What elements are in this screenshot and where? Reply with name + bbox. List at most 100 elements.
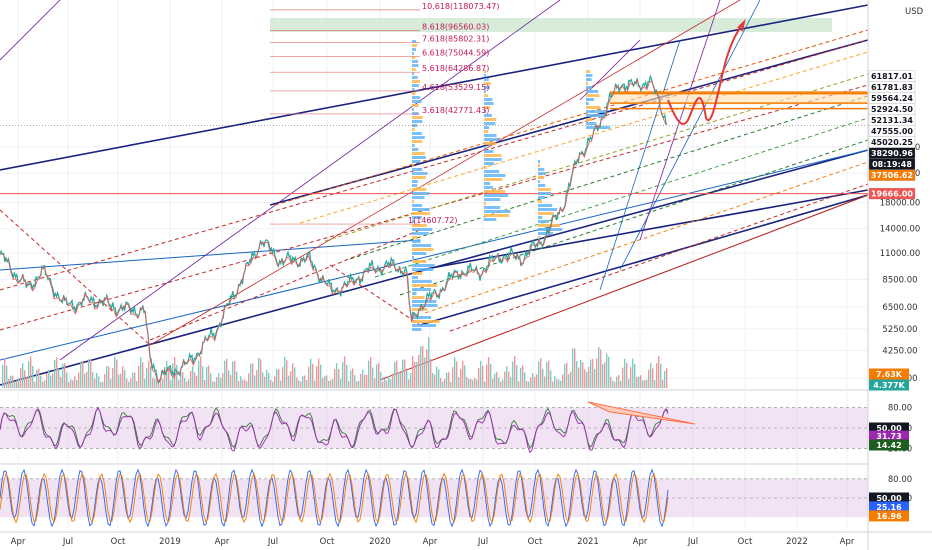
volume-bar <box>110 378 112 388</box>
price-tag-label: 08:19:48 <box>872 160 912 169</box>
volume-bar <box>484 381 486 388</box>
volume-bar <box>182 372 184 388</box>
volume-bar <box>658 356 660 388</box>
price-tag-label: 61781.83 <box>871 83 913 92</box>
volume-bar <box>146 367 148 388</box>
volume-bar <box>516 365 518 388</box>
volume-profile-bar <box>412 92 416 95</box>
volume-profile-bar <box>484 74 486 77</box>
volume-bar <box>88 359 90 388</box>
volume-profile-bar <box>412 288 432 291</box>
volume-bar <box>292 363 294 388</box>
volume-bar <box>546 362 548 388</box>
volume-bar <box>578 367 580 388</box>
volume-bar <box>550 370 552 388</box>
volume-bar <box>70 379 72 388</box>
volume-bar <box>600 349 602 388</box>
volume-bar <box>368 360 370 388</box>
volume-profile-bar <box>412 96 421 99</box>
volume-bar <box>608 356 610 388</box>
volume-profile-bar <box>484 150 494 153</box>
volume-bar <box>64 363 66 388</box>
volume-bar <box>108 366 110 388</box>
volume-bar <box>332 378 334 388</box>
volume-bar <box>34 381 36 388</box>
volume-bar <box>84 373 86 388</box>
volume-profile-bar <box>412 132 422 135</box>
volume-profile-bar <box>484 174 506 177</box>
price-tag <box>868 169 916 181</box>
volume-profile-bar <box>484 162 495 165</box>
volume-profile-bar <box>538 172 547 175</box>
fib-label: 3.618(42771.43) <box>422 106 489 115</box>
volume-bar <box>298 380 300 388</box>
volume-bar <box>486 364 488 388</box>
volume-bar <box>168 366 170 388</box>
volume-bar <box>400 373 402 388</box>
volume-profile-bar <box>484 166 487 169</box>
volume-bar <box>334 368 336 388</box>
volume-bar <box>264 376 266 388</box>
trend-line <box>149 0 741 346</box>
volume-bar <box>214 381 216 388</box>
volume-profile-bar <box>586 118 593 121</box>
volume-bar <box>528 381 530 388</box>
volume-profile-bar <box>412 204 422 207</box>
volume-bar <box>126 378 128 388</box>
trend-line <box>0 239 421 271</box>
volume-bar <box>150 366 152 388</box>
volume-bar <box>86 371 88 388</box>
volume-profile-bar <box>484 158 502 161</box>
volume-profile-bar <box>412 252 427 255</box>
volume-profile-bar <box>538 236 540 239</box>
volume-bar <box>236 371 238 388</box>
trend-line <box>599 39 681 291</box>
volume-bar <box>30 356 32 388</box>
volume-bar <box>200 356 202 388</box>
time-tick-label: Jul <box>687 537 698 547</box>
volume-bar <box>202 366 204 388</box>
fib-label: 6.618(75044.59) <box>422 48 489 57</box>
rsi-pane <box>0 401 868 454</box>
fan-line <box>274 29 869 206</box>
volume-bar <box>412 356 414 388</box>
volume-bar <box>20 368 22 388</box>
volume-tag-label: 7.63K <box>876 370 903 379</box>
time-tick-label: 2020 <box>369 537 391 547</box>
volume-profile-bar <box>412 100 422 103</box>
volume-bar <box>358 380 360 388</box>
volume-bar <box>284 356 286 388</box>
price-tick-label: 6500.00 <box>882 303 917 313</box>
rsi-tick-label: 80.00 <box>888 404 912 414</box>
time-tick-label: Jul <box>62 537 73 547</box>
price-tag-label: 52924.50 <box>871 105 913 114</box>
volume-bar <box>4 358 6 388</box>
volume-profile-bar <box>412 176 426 179</box>
time-axis-labels[interactable]: Apr Jul Oct 2019 Apr Jul Oct 2020 Apr Jul Oct 2021 A… <box>11 537 855 547</box>
volume-bar <box>584 369 586 388</box>
volume-profile-bar <box>412 136 425 139</box>
volume-bar <box>596 358 598 388</box>
volume-profile-bar <box>586 114 605 117</box>
volume-bar <box>160 378 162 388</box>
volume-bar <box>398 372 400 388</box>
volume-bar <box>604 362 606 388</box>
fan-line <box>424 161 869 314</box>
volume-bar <box>524 372 526 388</box>
volume-bar <box>348 381 350 388</box>
volume-bar <box>250 363 252 388</box>
volume-bar <box>404 359 406 388</box>
volume-bar <box>504 371 506 388</box>
volume-bar <box>452 367 454 388</box>
volume-bar <box>500 381 502 388</box>
fib-label: 4.618(53529.15) <box>422 83 489 92</box>
volume-bar <box>266 369 268 388</box>
volume-bar <box>10 375 12 388</box>
volume-bar <box>460 369 462 388</box>
volume-bar <box>624 358 626 388</box>
stoch-tag-label: 50.00 <box>876 494 902 503</box>
volume-bar <box>416 361 418 388</box>
projection-curve <box>667 21 745 125</box>
volume-bar <box>588 366 590 388</box>
